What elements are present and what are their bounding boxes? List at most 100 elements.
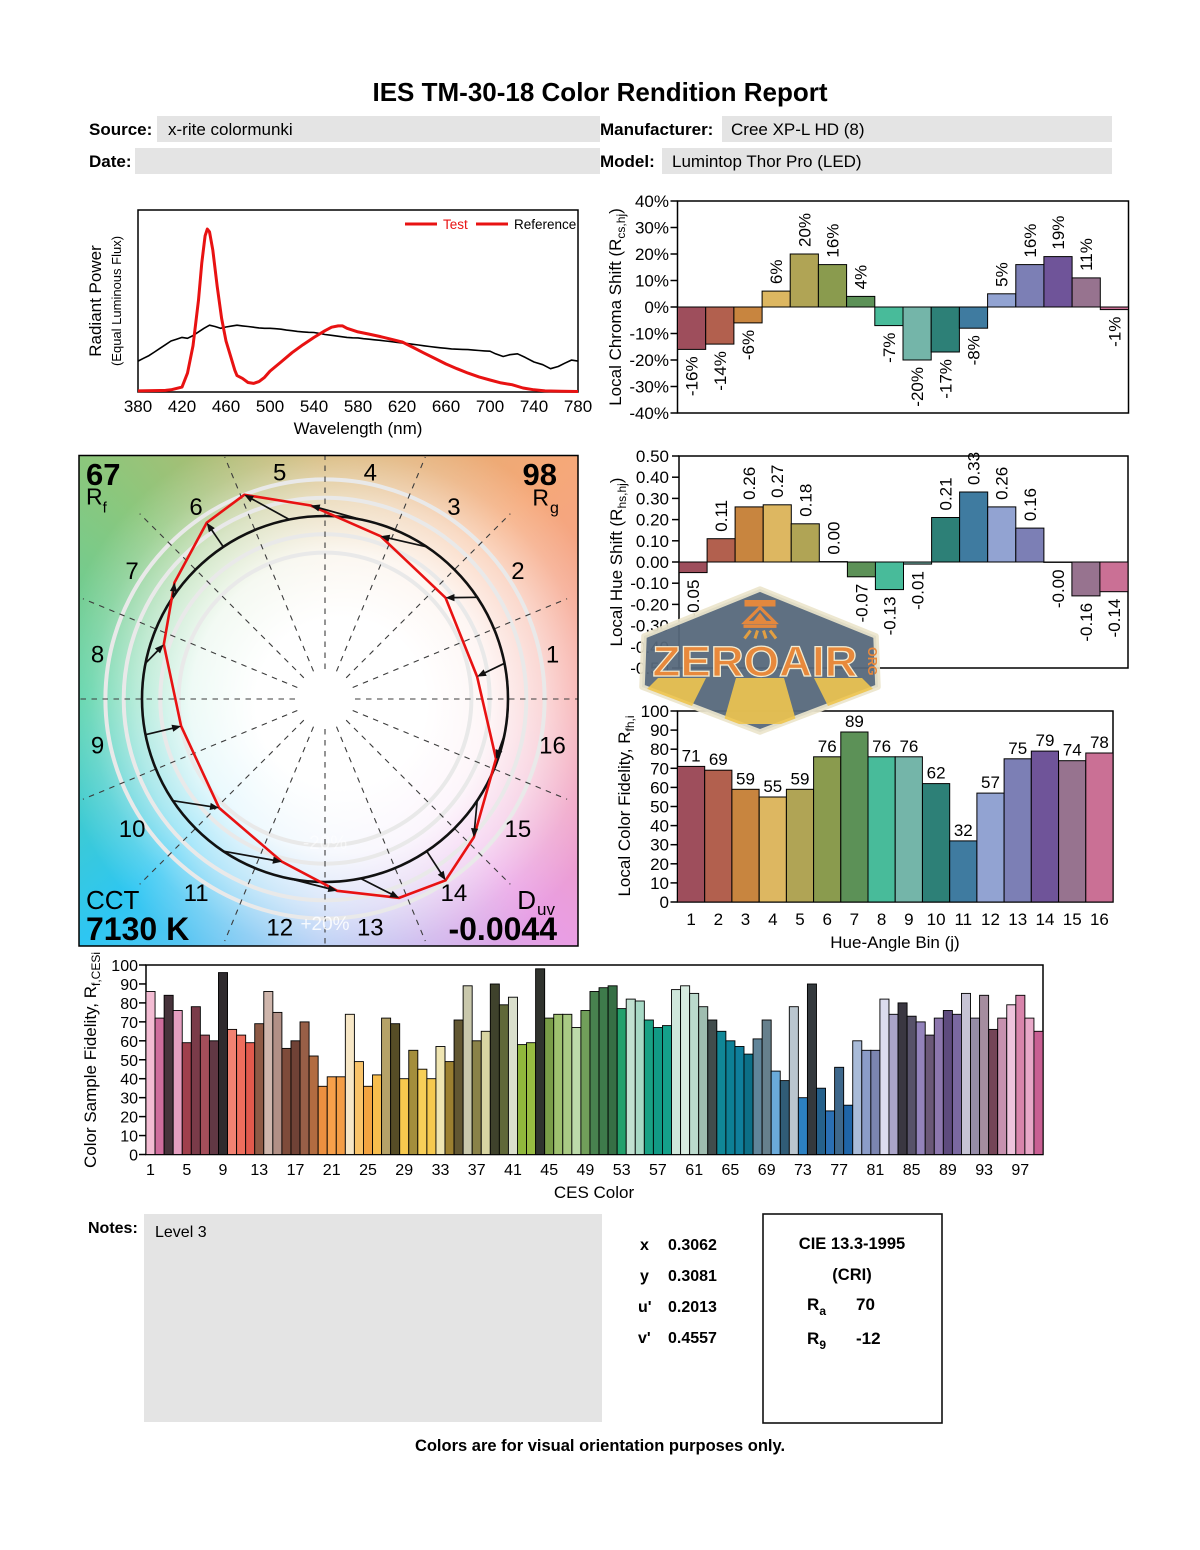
svg-text:Reference: Reference <box>514 217 576 232</box>
svg-text:-6%: -6% <box>739 330 758 360</box>
svg-text:420: 420 <box>168 397 196 416</box>
svg-text:0.33: 0.33 <box>965 452 984 485</box>
svg-text:8: 8 <box>877 910 886 929</box>
svg-text:89: 89 <box>939 1162 957 1179</box>
svg-text:50: 50 <box>650 798 669 817</box>
svg-text:76: 76 <box>899 737 918 756</box>
svg-text:700: 700 <box>476 397 504 416</box>
svg-text:6%: 6% <box>767 260 786 285</box>
svg-text:5: 5 <box>273 460 286 487</box>
svg-text:1: 1 <box>146 1162 155 1179</box>
svg-text:Local Chroma Shift (Rcs,hj): Local Chroma Shift (Rcs,hj) <box>606 208 628 406</box>
svg-text:9: 9 <box>904 910 913 929</box>
svg-text:29: 29 <box>395 1162 413 1179</box>
svg-text:Date:: Date: <box>89 152 132 171</box>
svg-text:-7%: -7% <box>880 333 899 363</box>
svg-text:0.21: 0.21 <box>937 477 956 510</box>
svg-text:Color Sample Fidelity, Rf,CESi: Color Sample Fidelity, Rf,CESi <box>81 952 103 1168</box>
svg-text:77: 77 <box>830 1162 848 1179</box>
svg-text:76: 76 <box>872 737 891 756</box>
svg-text:620: 620 <box>388 397 416 416</box>
svg-text:y: y <box>640 1268 649 1285</box>
svg-text:40%: 40% <box>635 192 669 211</box>
svg-text:0.00: 0.00 <box>824 522 843 555</box>
svg-text:13: 13 <box>1008 910 1027 929</box>
svg-text:-0.01: -0.01 <box>909 571 928 610</box>
svg-text:-17%: -17% <box>936 359 955 399</box>
svg-text:10: 10 <box>119 816 146 843</box>
svg-text:74: 74 <box>1063 741 1082 760</box>
svg-text:780: 780 <box>564 397 592 416</box>
svg-text:53: 53 <box>613 1162 631 1179</box>
svg-text:0.26: 0.26 <box>740 467 759 500</box>
svg-text:11: 11 <box>184 880 209 907</box>
svg-text:-0.07: -0.07 <box>852 584 871 623</box>
svg-text:Hue-Angle Bin (j): Hue-Angle Bin (j) <box>830 933 959 952</box>
svg-text:D: D <box>517 885 536 915</box>
svg-text:-0.16: -0.16 <box>1077 603 1096 642</box>
svg-text:57: 57 <box>981 773 1000 792</box>
svg-text:32: 32 <box>954 821 973 840</box>
svg-text:0.3062: 0.3062 <box>668 1237 717 1254</box>
svg-text:0: 0 <box>660 893 669 912</box>
svg-text:R: R <box>532 485 549 511</box>
svg-text:60: 60 <box>120 1034 138 1051</box>
svg-text:CIE 13.3-1995: CIE 13.3-1995 <box>799 1235 905 1253</box>
svg-text:71: 71 <box>682 746 701 765</box>
svg-text:-16%: -16% <box>683 356 702 396</box>
svg-text:7: 7 <box>125 558 138 585</box>
svg-text:15: 15 <box>1063 910 1082 929</box>
svg-text:(CRI): (CRI) <box>832 1266 871 1284</box>
svg-text:-10%: -10% <box>629 325 669 344</box>
svg-text:-12: -12 <box>856 1329 881 1348</box>
svg-text:g: g <box>550 500 559 517</box>
svg-text:CCT: CCT <box>86 885 140 915</box>
svg-text:0.16: 0.16 <box>1021 488 1040 521</box>
svg-text:660: 660 <box>432 397 460 416</box>
svg-text:x-rite colormunki: x-rite colormunki <box>168 120 293 139</box>
svg-text:6: 6 <box>822 910 831 929</box>
svg-text:0.26: 0.26 <box>993 467 1012 500</box>
svg-text:49: 49 <box>577 1162 595 1179</box>
svg-text:0.40: 0.40 <box>636 468 669 487</box>
svg-text:14: 14 <box>441 880 468 907</box>
svg-text:540: 540 <box>300 397 328 416</box>
svg-text:2: 2 <box>714 910 723 929</box>
svg-text:55: 55 <box>763 777 782 796</box>
svg-text:11%: 11% <box>1077 238 1096 271</box>
svg-text:41: 41 <box>504 1162 522 1179</box>
svg-text:17: 17 <box>287 1162 305 1179</box>
svg-text:33: 33 <box>432 1162 450 1179</box>
svg-text:20%: 20% <box>795 213 814 247</box>
svg-text:5: 5 <box>795 910 804 929</box>
svg-text:0: 0 <box>129 1148 138 1165</box>
svg-text:Lumintop Thor Pro (LED): Lumintop Thor Pro (LED) <box>672 152 862 171</box>
svg-text:-0.0044: -0.0044 <box>448 911 557 947</box>
svg-text:4%: 4% <box>852 265 871 290</box>
svg-text:740: 740 <box>520 397 548 416</box>
svg-text:98: 98 <box>523 457 557 492</box>
svg-text:80: 80 <box>120 996 138 1013</box>
svg-text:Local Hue Shift (Rhs,hj): Local Hue Shift (Rhs,hj) <box>607 478 629 647</box>
svg-text:Level 3: Level 3 <box>155 1224 207 1241</box>
svg-text:16%: 16% <box>824 224 843 258</box>
svg-text:12: 12 <box>266 915 293 942</box>
svg-text:0.2013: 0.2013 <box>668 1299 717 1316</box>
svg-text:80: 80 <box>650 740 669 759</box>
svg-text:16: 16 <box>539 732 566 759</box>
svg-text:93: 93 <box>975 1162 993 1179</box>
svg-text:3: 3 <box>447 494 460 521</box>
svg-text:10%: 10% <box>635 272 669 291</box>
svg-text:1: 1 <box>546 642 559 669</box>
svg-text:69: 69 <box>758 1162 776 1179</box>
svg-text:0.4557: 0.4557 <box>668 1330 717 1347</box>
svg-text:70: 70 <box>120 1015 138 1032</box>
svg-text:13: 13 <box>357 915 384 942</box>
svg-text:30: 30 <box>650 836 669 855</box>
svg-text:16: 16 <box>1090 910 1109 929</box>
svg-text:5%: 5% <box>993 262 1012 287</box>
svg-text:7: 7 <box>850 910 859 929</box>
svg-text:-0.10: -0.10 <box>630 574 669 593</box>
svg-text:57: 57 <box>649 1162 667 1179</box>
svg-text:-0.05: -0.05 <box>684 580 703 619</box>
